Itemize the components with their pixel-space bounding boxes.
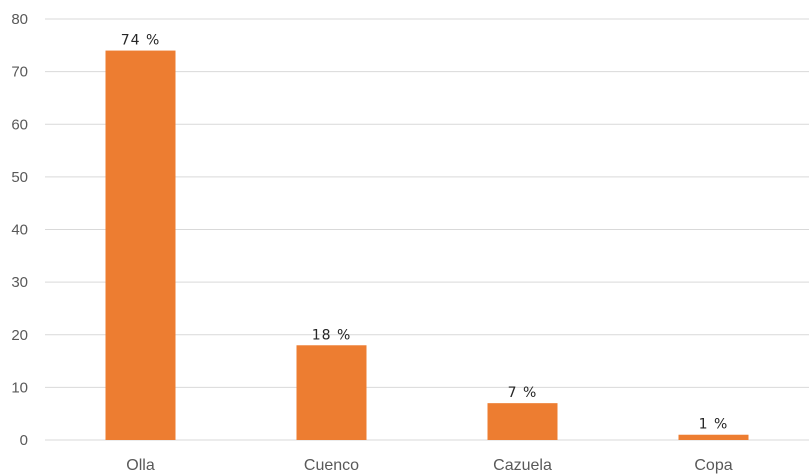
y-tick-label: 50: [11, 169, 28, 186]
y-tick-label: 40: [11, 222, 28, 239]
bars: [105, 50, 749, 440]
data-label-cazuela: 7 %: [508, 385, 538, 401]
category-label-cazuela: Cazuela: [493, 457, 552, 474]
data-label-cuenco: 18 %: [312, 327, 352, 343]
bar-copa: [678, 434, 749, 440]
y-tick-label: 70: [11, 64, 28, 81]
y-tick-label: 0: [20, 432, 28, 449]
category-label-olla: Olla: [126, 457, 155, 474]
category-label-copa: Copa: [694, 457, 732, 474]
y-tick-label: 60: [11, 116, 28, 133]
y-tick-label: 80: [11, 11, 28, 28]
category-label-cuenco: Cuenco: [304, 457, 359, 474]
y-axis-ticks: 0 10 20 30 40 50 60 70 80: [11, 11, 28, 449]
bar-cuenco: [296, 345, 367, 440]
y-tick-label: 20: [11, 327, 28, 344]
data-labels: 74 % 18 % 7 % 1 %: [121, 33, 729, 433]
bar-olla: [105, 50, 176, 440]
y-tick-label: 10: [11, 379, 28, 396]
y-tick-label: 30: [11, 274, 28, 291]
x-axis-categories: Olla Cuenco Cazuela Copa: [126, 457, 732, 474]
data-label-copa: 1 %: [699, 417, 729, 433]
bar-cazuela: [487, 403, 558, 440]
data-label-olla: 74 %: [121, 33, 161, 49]
